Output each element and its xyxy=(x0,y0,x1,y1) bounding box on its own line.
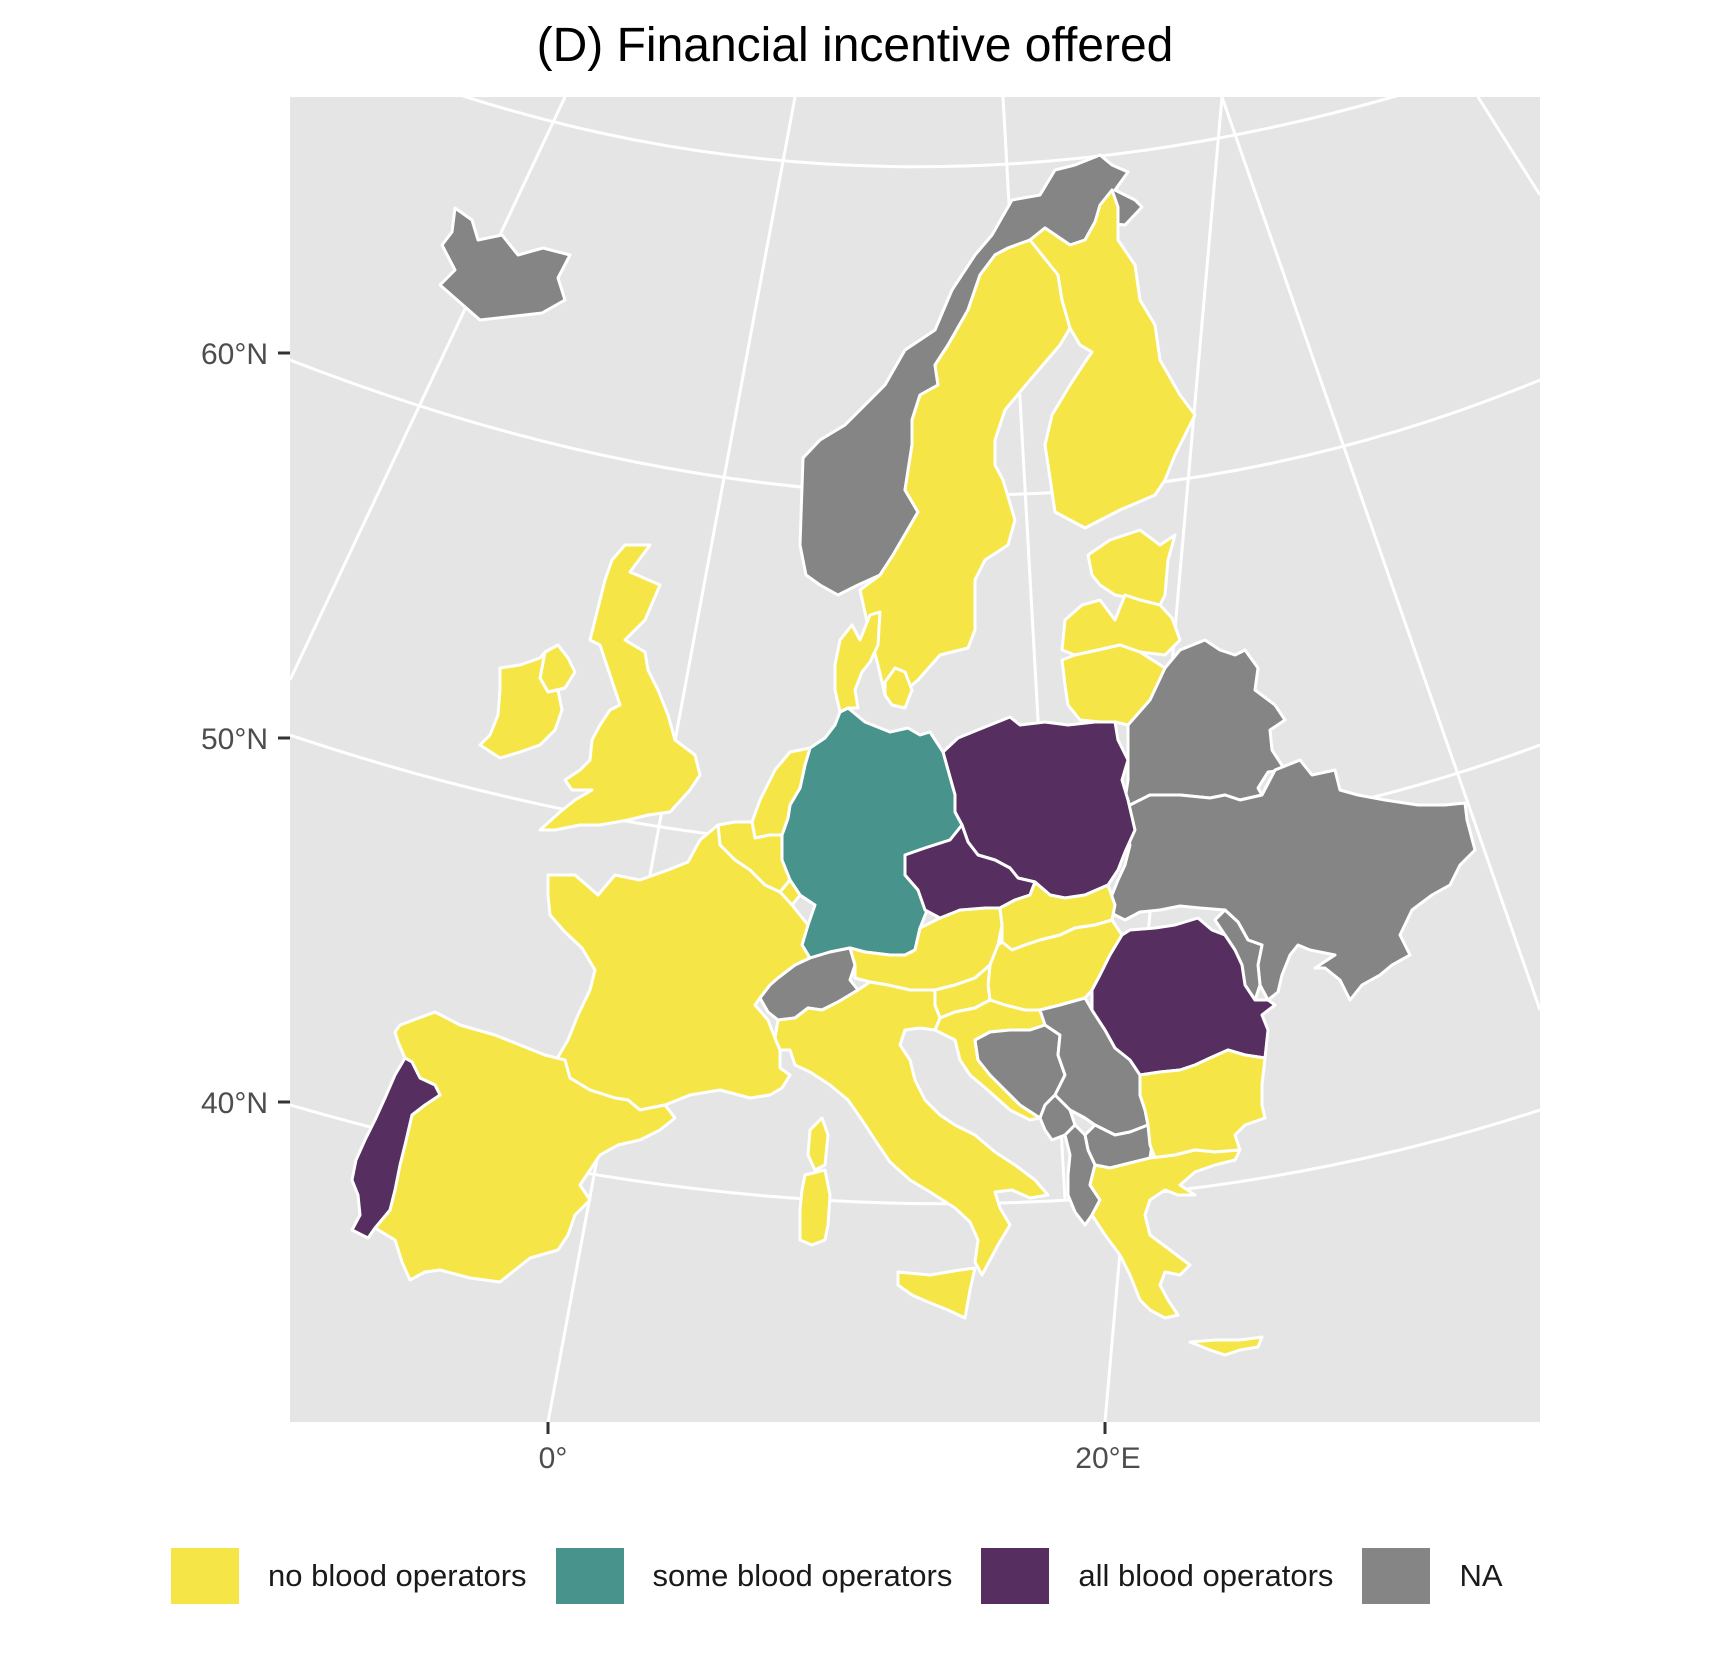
legend-item-na: NA xyxy=(1359,1545,1503,1607)
meridian-30e xyxy=(1476,97,1540,196)
region-ireland xyxy=(478,650,564,760)
region-finland xyxy=(1028,188,1197,530)
legend-label-na: NA xyxy=(1459,1558,1503,1593)
legend: no blood operators some blood operators … xyxy=(168,1545,1529,1607)
region-united-kingdom xyxy=(538,543,702,832)
region-crete xyxy=(1188,1335,1264,1357)
axis-ticks xyxy=(278,351,1107,1434)
region-greece xyxy=(1088,1148,1242,1320)
legend-swatch-no-blood-operators xyxy=(168,1545,242,1607)
region-portugal xyxy=(350,1056,442,1240)
meridian-minus10 xyxy=(290,97,567,681)
region-ukraine xyxy=(1103,758,1477,1002)
x-tick-label-0: 0° xyxy=(539,1442,568,1475)
region-italy xyxy=(773,980,1050,1277)
region-czechia xyxy=(903,823,1037,920)
legend-swatch-some-blood-operators xyxy=(552,1545,627,1607)
x-tick-label-20e: 20°E xyxy=(1075,1442,1140,1475)
meridian-30e-lower xyxy=(1220,97,1540,1011)
region-iceland xyxy=(438,206,572,322)
legend-swatch-all-blood-operators xyxy=(978,1545,1053,1607)
legend-label-all-blood-operators: all blood operators xyxy=(1078,1558,1334,1593)
y-tick-label-60n: 60°N xyxy=(201,338,268,371)
region-sardinia xyxy=(798,1168,832,1247)
map-title: (D) Financial incentive offered xyxy=(536,19,1174,72)
legend-item-all-blood-operators: all blood operators xyxy=(978,1545,1333,1607)
region-denmark xyxy=(833,610,882,714)
legend-item-no-blood-operators: no blood operators xyxy=(168,1545,527,1607)
legend-label-some-blood-operators: some blood operators xyxy=(652,1558,953,1593)
legend-item-some-blood-operators: some blood operators xyxy=(552,1545,953,1607)
y-tick-label-50n: 50°N xyxy=(201,723,268,756)
region-corsica xyxy=(806,1116,830,1172)
region-estonia xyxy=(1086,528,1177,607)
region-sicily xyxy=(896,1266,977,1320)
y-tick-label-40n: 40°N xyxy=(201,1087,268,1120)
legend-swatch-na xyxy=(1359,1545,1434,1607)
region-denmark-zealand xyxy=(883,666,914,710)
legend-label-no-blood-operators: no blood operators xyxy=(268,1558,527,1593)
parallel-70n xyxy=(461,97,1398,169)
countries xyxy=(350,153,1477,1357)
region-bulgaria xyxy=(1138,1048,1267,1160)
